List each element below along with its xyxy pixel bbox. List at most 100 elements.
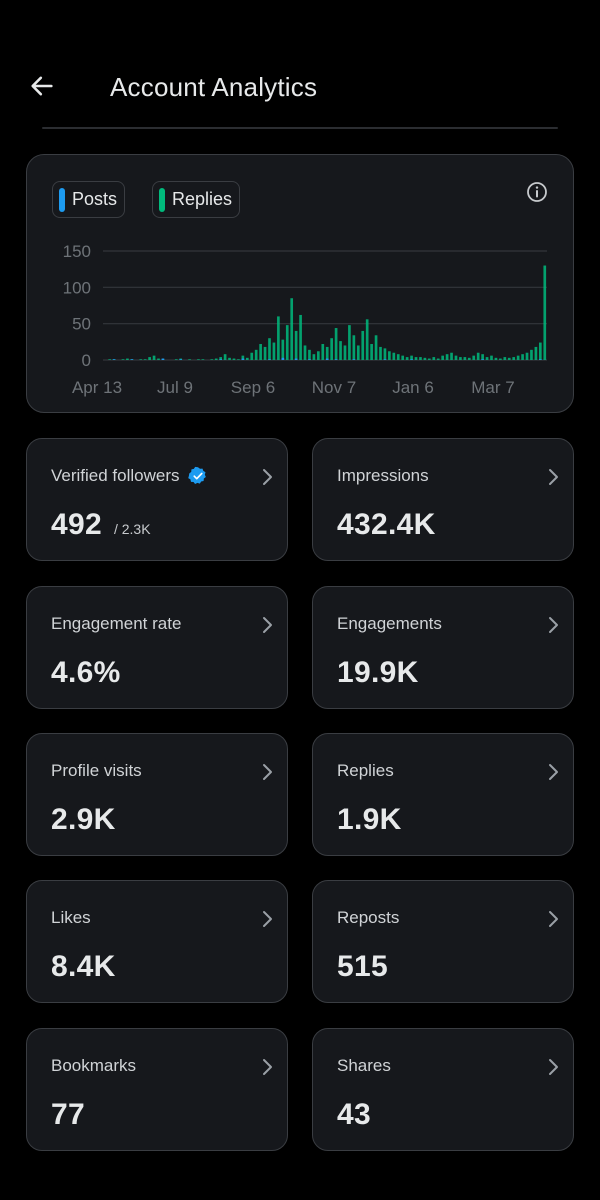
bar-replies bbox=[326, 347, 329, 360]
x-tick-label: Sep 6 bbox=[231, 378, 275, 397]
bar-posts bbox=[268, 359, 271, 360]
bar-replies bbox=[313, 354, 316, 360]
bar-posts bbox=[335, 359, 338, 360]
bar-replies bbox=[122, 359, 125, 360]
bar-replies bbox=[370, 344, 373, 360]
bar-replies bbox=[357, 345, 360, 360]
bar-replies bbox=[539, 343, 542, 360]
bar-replies bbox=[388, 351, 391, 360]
bar-replies bbox=[424, 358, 427, 360]
bar-replies bbox=[250, 353, 253, 360]
back-button[interactable] bbox=[22, 66, 62, 106]
bar-replies bbox=[530, 350, 533, 360]
bar-replies bbox=[490, 356, 493, 360]
bar-replies bbox=[379, 347, 382, 360]
bar-replies bbox=[144, 359, 147, 360]
chevron-right-icon bbox=[259, 615, 275, 635]
bar-replies bbox=[432, 357, 435, 360]
bar-replies bbox=[450, 353, 453, 360]
bar-replies bbox=[330, 338, 333, 360]
bar-posts bbox=[410, 359, 413, 360]
stat-value: 515 bbox=[337, 950, 388, 984]
x-tick-label: Jan 6 bbox=[392, 378, 434, 397]
bar-replies bbox=[277, 316, 280, 360]
bar-replies bbox=[517, 356, 520, 360]
bar-replies bbox=[428, 359, 431, 360]
stat-value: 77 bbox=[51, 1098, 85, 1132]
stat-card-bookmarks[interactable]: Bookmarks 77 bbox=[26, 1028, 288, 1151]
stat-card-engagement-rate[interactable]: Engagement rate 4.6% bbox=[26, 586, 288, 709]
x-tick-label: Mar 7 bbox=[471, 378, 514, 397]
stat-card-verified-followers[interactable]: Verified followers 492 / 2.3K bbox=[26, 438, 288, 561]
bar-posts bbox=[384, 359, 387, 360]
bar-replies bbox=[455, 356, 458, 360]
bar-replies bbox=[139, 359, 142, 360]
header-divider bbox=[42, 127, 558, 129]
bar-replies bbox=[472, 356, 475, 360]
bar-replies bbox=[246, 358, 249, 360]
stat-label: Profile visits bbox=[51, 761, 142, 781]
bar-posts bbox=[353, 359, 356, 360]
stat-card-replies[interactable]: Replies 1.9K bbox=[312, 733, 574, 856]
bar-replies bbox=[308, 350, 311, 360]
bar-replies bbox=[419, 357, 422, 360]
stat-card-shares[interactable]: Shares 43 bbox=[312, 1028, 574, 1151]
bar-posts bbox=[242, 359, 245, 360]
bar-replies bbox=[290, 298, 293, 360]
stat-card-impressions[interactable]: Impressions 432.4K bbox=[312, 438, 574, 561]
y-tick-label: 0 bbox=[82, 351, 91, 370]
bar-replies bbox=[361, 331, 364, 360]
bar-replies bbox=[348, 325, 351, 360]
bar-replies bbox=[268, 338, 271, 360]
stat-value: 8.4K bbox=[51, 950, 116, 984]
chevron-right-icon bbox=[545, 615, 561, 635]
chevron-right-icon bbox=[259, 762, 275, 782]
bar-replies bbox=[295, 331, 298, 360]
stat-value: 432.4K bbox=[337, 508, 436, 542]
bar-replies bbox=[535, 347, 538, 360]
bar-replies bbox=[335, 328, 338, 360]
stat-sub-value: / 2.3K bbox=[114, 521, 151, 537]
bar-replies bbox=[197, 359, 200, 360]
stat-card-engagements[interactable]: Engagements 19.9K bbox=[312, 586, 574, 709]
verified-badge-icon bbox=[188, 466, 208, 486]
bar-posts bbox=[113, 359, 116, 360]
stat-card-reposts[interactable]: Reposts 515 bbox=[312, 880, 574, 1003]
bar-replies bbox=[259, 344, 262, 360]
bar-replies bbox=[526, 353, 529, 360]
chevron-right-icon bbox=[545, 762, 561, 782]
x-tick-label: Nov 7 bbox=[312, 378, 356, 397]
bar-replies bbox=[299, 315, 302, 360]
bar-replies bbox=[486, 357, 489, 360]
stat-label: Likes bbox=[51, 908, 91, 928]
arrow-left-icon bbox=[28, 72, 56, 100]
stat-card-likes[interactable]: Likes 8.4K bbox=[26, 880, 288, 1003]
chevron-right-icon bbox=[259, 467, 275, 487]
bar-replies bbox=[353, 335, 356, 360]
bar-replies bbox=[441, 356, 444, 360]
bar-replies bbox=[175, 359, 178, 360]
bar-replies bbox=[512, 357, 515, 360]
bar-replies bbox=[317, 351, 320, 360]
page-title: Account Analytics bbox=[110, 72, 317, 103]
bar-replies bbox=[468, 358, 471, 360]
stat-label: Reposts bbox=[337, 908, 399, 928]
bar-replies bbox=[255, 350, 258, 360]
y-tick-label: 150 bbox=[63, 242, 91, 261]
stat-card-profile-visits[interactable]: Profile visits 2.9K bbox=[26, 733, 288, 856]
stat-value: 19.9K bbox=[337, 656, 419, 690]
bar-replies bbox=[339, 341, 342, 360]
bar-replies bbox=[397, 354, 400, 360]
stat-value: 492 bbox=[51, 508, 102, 541]
bar-replies bbox=[237, 359, 240, 360]
bar-replies bbox=[108, 359, 111, 360]
chevron-right-icon bbox=[545, 909, 561, 929]
stat-label: Engagement rate bbox=[51, 614, 181, 634]
bar-replies bbox=[202, 359, 205, 360]
bar-posts bbox=[326, 359, 329, 360]
chevron-right-icon bbox=[545, 1057, 561, 1077]
bar-posts bbox=[308, 359, 311, 360]
y-tick-label: 50 bbox=[72, 315, 91, 334]
bar-replies bbox=[401, 356, 404, 360]
stat-label: Shares bbox=[337, 1056, 391, 1076]
